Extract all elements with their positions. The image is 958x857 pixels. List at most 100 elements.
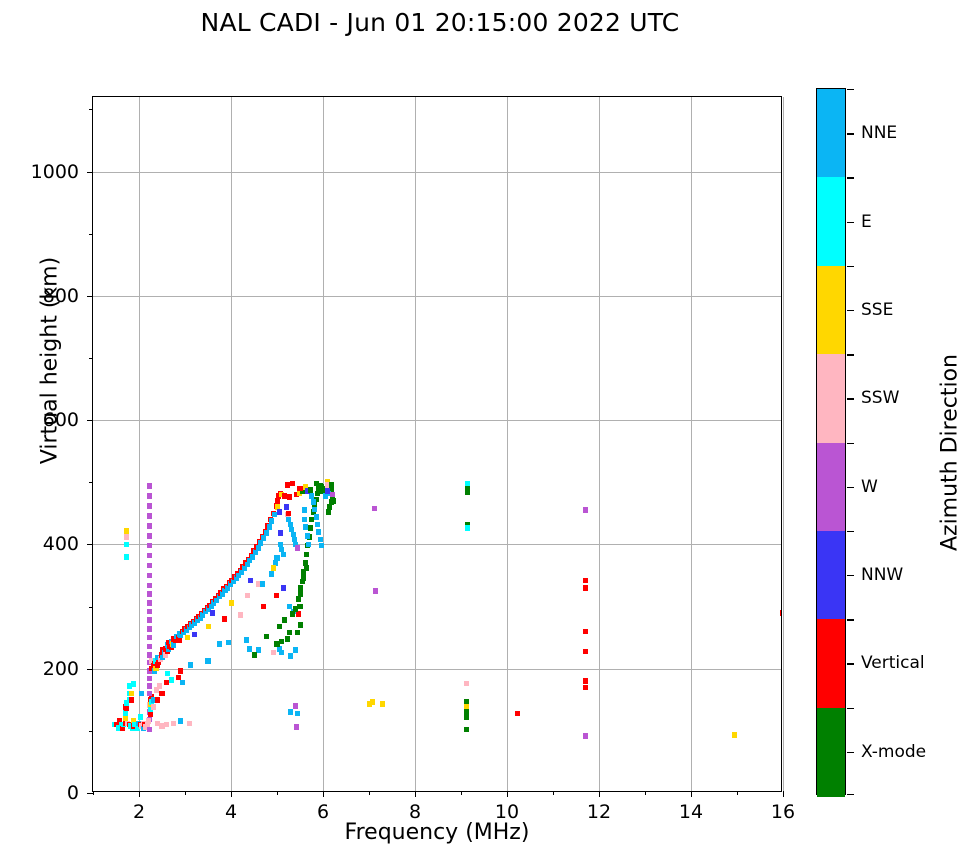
echo-point <box>124 705 130 712</box>
echo-point <box>146 675 152 682</box>
echo-point <box>582 648 588 655</box>
colorbar-label-sse: SSE <box>861 299 894 320</box>
echo-point <box>263 530 269 537</box>
echo-point <box>298 585 304 591</box>
echo-point <box>146 608 152 615</box>
colorbar-label-x-mode: X-mode <box>861 741 927 762</box>
echo-point <box>241 565 247 571</box>
echo-point <box>146 668 152 674</box>
echo-point <box>150 696 156 703</box>
echo-point <box>122 710 128 716</box>
colorbar-title: Azimuth Direction <box>937 353 958 552</box>
echo-point <box>280 551 286 558</box>
x-tick <box>231 791 232 797</box>
echo-point <box>283 504 289 510</box>
echo-point <box>302 507 308 514</box>
echo-point <box>373 588 379 594</box>
echo-point <box>293 724 299 730</box>
echo-point <box>250 554 256 560</box>
echo-point <box>327 504 333 510</box>
echo-point <box>279 491 285 498</box>
echo-point <box>146 659 152 666</box>
echo-point <box>582 733 588 739</box>
echo-point <box>244 561 250 568</box>
gridline-horizontal <box>93 668 781 670</box>
echo-point <box>268 571 274 578</box>
echo-point <box>124 700 130 706</box>
echo-point <box>157 655 163 662</box>
colorbar-boundary-tick <box>847 530 854 533</box>
echo-point <box>246 646 252 652</box>
echo-point <box>146 690 152 697</box>
echo-point <box>329 491 335 498</box>
echo-point <box>130 681 136 688</box>
echo-point <box>309 516 315 523</box>
colorbar-label-nne: NNE <box>861 123 898 144</box>
echo-point <box>292 703 298 709</box>
echo-point <box>252 549 258 555</box>
echo-point <box>256 647 262 653</box>
x-tick-label-14: 14 <box>678 801 704 823</box>
echo-point <box>582 678 588 684</box>
gridline-vertical <box>599 97 600 791</box>
echo-point <box>129 696 135 703</box>
echo-point <box>146 513 152 519</box>
echo-point <box>146 522 152 529</box>
echo-point <box>153 687 159 693</box>
colorbar-label-nnw: NNW <box>861 565 904 586</box>
echo-point <box>302 516 308 523</box>
echo-point <box>177 718 183 724</box>
echo-point <box>320 488 326 494</box>
gridline-vertical <box>323 97 324 791</box>
echo-point <box>284 481 290 488</box>
echo-point <box>132 721 138 728</box>
colorbar-label-w: W <box>861 476 878 497</box>
echo-point <box>229 600 235 606</box>
echo-point <box>164 670 171 677</box>
x-tick-label-6: 6 <box>316 801 330 823</box>
echo-point <box>154 654 160 661</box>
echo-point <box>146 643 152 650</box>
echo-point <box>291 536 297 543</box>
echo-point <box>279 546 285 553</box>
x-tick-minor <box>461 791 462 795</box>
echo-point <box>371 505 378 512</box>
gridline-horizontal <box>93 420 781 422</box>
echo-point <box>463 726 470 733</box>
colorbar-boundary-tick <box>847 89 854 91</box>
x-tick-minor <box>93 791 94 795</box>
echo-point <box>325 488 331 494</box>
colorbar-segment-nnw <box>817 530 845 620</box>
gridline-vertical <box>507 97 508 791</box>
echo-point <box>264 633 270 640</box>
echo-point <box>222 616 228 622</box>
echo-point <box>211 600 217 606</box>
echo-point <box>465 521 471 528</box>
gridline-horizontal <box>93 295 781 297</box>
echo-point <box>271 565 277 571</box>
echo-point <box>146 562 152 569</box>
y-tick <box>87 544 93 546</box>
colorbar-segment-w <box>817 442 845 532</box>
echo-point <box>316 529 322 535</box>
gridline-vertical <box>691 97 692 791</box>
echo-point <box>146 617 152 624</box>
x-tick <box>507 791 508 797</box>
echo-point <box>123 534 129 540</box>
echo-point <box>147 711 154 718</box>
echo-point <box>286 510 292 517</box>
y-tick-label-0: 0 <box>66 782 79 804</box>
echo-point <box>295 710 301 717</box>
colorbar-segment-ssw <box>817 354 845 443</box>
echo-point <box>306 541 312 548</box>
colorbar-tick <box>847 575 854 577</box>
echo-point <box>280 585 286 591</box>
echo-point <box>274 504 280 510</box>
echo-point <box>281 493 287 499</box>
echo-point <box>205 658 211 665</box>
echo-point <box>146 493 152 499</box>
colorbar-tick <box>847 751 854 754</box>
x-tick-minor <box>185 791 186 795</box>
echo-point <box>176 637 182 643</box>
ionogram-data-layer <box>93 97 781 791</box>
